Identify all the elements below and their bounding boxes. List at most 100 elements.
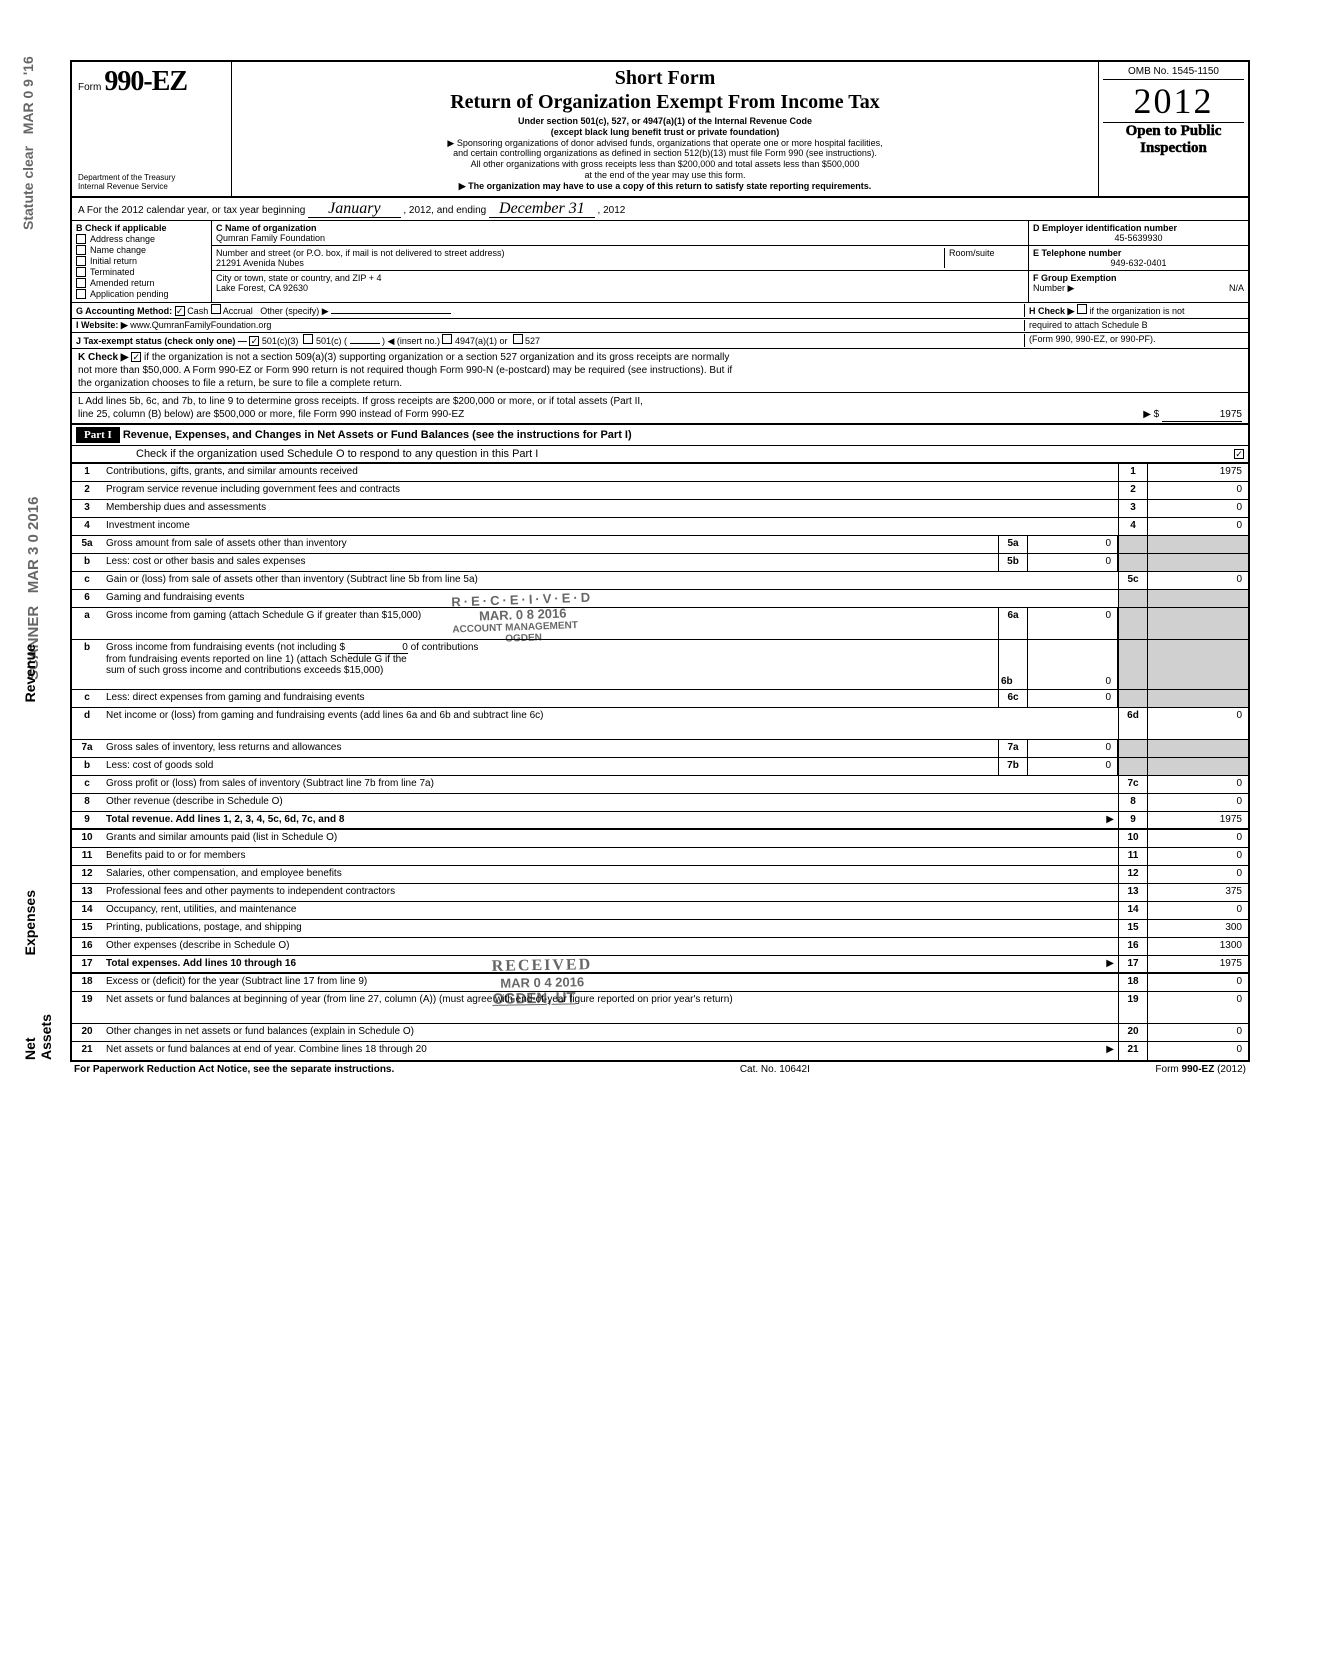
cb-part1[interactable]: ✓ xyxy=(1234,449,1244,459)
line-20-amt: 0 xyxy=(1148,1024,1248,1041)
line-6a-amt: 0 xyxy=(1028,608,1118,639)
revenue-section: Revenue 1 Contributions, gifts, grants, … xyxy=(72,464,1248,830)
k-label: K Check ▶ xyxy=(78,352,128,363)
h-label: H Check ▶ xyxy=(1029,306,1074,316)
line-11-amt: 0 xyxy=(1148,848,1248,865)
footer-left: For Paperwork Reduction Act Notice, see … xyxy=(74,1064,394,1075)
cb-501c[interactable] xyxy=(303,334,313,344)
cb-527[interactable] xyxy=(513,334,523,344)
part1-check-text: Check if the organization used Schedule … xyxy=(76,448,538,460)
line-6c: c Less: direct expenses from gaming and … xyxy=(72,690,1248,708)
sponsor3: All other organizations with gross recei… xyxy=(240,159,1090,170)
line-21: 21 Net assets or fund balances at end of… xyxy=(72,1042,1248,1060)
header-center: Short Form Return of Organization Exempt… xyxy=(232,62,1098,196)
line-6a: a Gross income from gaming (attach Sched… xyxy=(72,608,1248,640)
line-15: 15 Printing, publications, postage, and … xyxy=(72,920,1248,938)
d-label: D Employer identification number xyxy=(1033,223,1244,233)
open-public: Open to Public Inspection xyxy=(1103,123,1244,156)
part1-title: Revenue, Expenses, and Changes in Net As… xyxy=(123,429,632,441)
row-a-label: A For the 2012 calendar year, or tax yea… xyxy=(78,205,305,216)
line-5a-amt: 0 xyxy=(1028,536,1118,553)
i-label: I Website: ▶ xyxy=(76,320,128,330)
line-17-amt: 1975 xyxy=(1148,956,1248,972)
line-19-amt: 0 xyxy=(1148,992,1248,1023)
line-5c: c Gain or (loss) from sale of assets oth… xyxy=(72,572,1248,590)
e-label: E Telephone number xyxy=(1033,248,1244,258)
cb-name[interactable]: Name change xyxy=(76,245,207,255)
h-text2: required to attach Schedule B xyxy=(1024,320,1244,331)
line-6c-amt: 0 xyxy=(1028,690,1118,707)
cb-amended[interactable]: Amended return xyxy=(76,278,207,288)
open-public-1: Open to Public xyxy=(1103,123,1244,140)
row-a-year: , 2012 xyxy=(598,205,626,216)
col-b: B Check if applicable Address change Nam… xyxy=(72,221,212,302)
line-18: 18 Excess or (deficit) for the year (Sub… xyxy=(72,974,1248,992)
line-5a: 5a Gross amount from sale of assets othe… xyxy=(72,536,1248,554)
part1-check-row: Check if the organization used Schedule … xyxy=(72,446,1248,464)
row-a-mid: , 2012, and ending xyxy=(403,205,486,216)
website-value: www.QumranFamilyFoundation.org xyxy=(130,320,271,330)
line-12-amt: 0 xyxy=(1148,866,1248,883)
short-form-title: Short Form xyxy=(240,66,1090,90)
k-text2: not more than $50,000. A Form 990-EZ or … xyxy=(78,365,732,376)
line-8: 8 Other revenue (describe in Schedule O)… xyxy=(72,794,1248,812)
form-number: 990-EZ xyxy=(104,66,187,97)
state-req: ▶ The organization may have to use a cop… xyxy=(240,181,1090,192)
dept-info: Department of the Treasury Internal Reve… xyxy=(78,174,225,192)
end-date: December 31 xyxy=(489,200,595,218)
row-g: G Accounting Method: ✓ Cash Accrual Othe… xyxy=(72,303,1248,319)
row-j: J Tax-exempt status (check only one) — ✓… xyxy=(72,333,1248,349)
sponsor1: ▶ Sponsoring organizations of donor advi… xyxy=(240,138,1090,149)
line-5b: b Less: cost or other basis and sales ex… xyxy=(72,554,1248,572)
k-text3: the organization chooses to file a retur… xyxy=(78,378,402,389)
line-15-amt: 300 xyxy=(1148,920,1248,937)
line-7a-amt: 0 xyxy=(1028,740,1118,757)
line-12: 12 Salaries, other compensation, and emp… xyxy=(72,866,1248,884)
cb-terminated[interactable]: Terminated xyxy=(76,267,207,277)
l-amount: 1975 xyxy=(1162,408,1242,422)
dept-line2: Internal Revenue Service xyxy=(78,183,225,192)
revenue-label: Revenue xyxy=(22,644,38,702)
line-21-amt: 0 xyxy=(1148,1042,1248,1060)
return-title: Return of Organization Exempt From Incom… xyxy=(240,90,1090,114)
cb-address[interactable]: Address change xyxy=(76,234,207,244)
org-name: Qumran Family Foundation xyxy=(216,233,1024,243)
line-7c: c Gross profit or (loss) from sales of i… xyxy=(72,776,1248,794)
line-20: 20 Other changes in net assets or fund b… xyxy=(72,1024,1248,1042)
line-13-amt: 375 xyxy=(1148,884,1248,901)
line-19: 19 Net assets or fund balances at beginn… xyxy=(72,992,1248,1024)
line-9-amt: 1975 xyxy=(1148,812,1248,828)
header-left: Form 990-EZ Department of the Treasury I… xyxy=(72,62,232,196)
line-14: 14 Occupancy, rent, utilities, and maint… xyxy=(72,902,1248,920)
g-other: Other (specify) ▶ xyxy=(260,306,328,316)
city-value: Lake Forest, CA 92630 xyxy=(216,283,1024,293)
part1-header-row: Part I Revenue, Expenses, and Changes in… xyxy=(72,425,1248,446)
room-label: Room/suite xyxy=(949,248,1024,258)
street-label: Number and street (or P.O. box, if mail … xyxy=(216,248,944,258)
col-def: D Employer identification number 45-5639… xyxy=(1028,221,1248,302)
form-page: Form 990-EZ Department of the Treasury I… xyxy=(70,60,1250,1062)
footer-right: Form 990-EZ (2012) xyxy=(1155,1064,1246,1075)
row-a: A For the 2012 calendar year, or tax yea… xyxy=(72,198,1248,221)
cb-4947[interactable] xyxy=(442,334,452,344)
line-2-amt: 0 xyxy=(1148,482,1248,499)
line-1-amt: 1975 xyxy=(1148,464,1248,481)
open-public-2: Inspection xyxy=(1103,140,1244,157)
net-assets-label: Net Assets xyxy=(22,1004,54,1060)
cb-501c3[interactable]: ✓ xyxy=(249,336,259,346)
cb-pending[interactable]: Application pending xyxy=(76,289,207,299)
city-label: City or town, state or country, and ZIP … xyxy=(216,273,1024,283)
cb-accrual[interactable] xyxy=(211,304,221,314)
line-10-amt: 0 xyxy=(1148,830,1248,847)
subtitle2: (except black lung benefit trust or priv… xyxy=(240,127,1090,138)
cb-initial[interactable]: Initial return xyxy=(76,256,207,266)
section-b: B Check if applicable Address change Nam… xyxy=(72,221,1248,303)
header: Form 990-EZ Department of the Treasury I… xyxy=(72,62,1248,198)
e-section: E Telephone number 949-632-0401 xyxy=(1029,246,1248,271)
line-1: 1 Contributions, gifts, grants, and simi… xyxy=(72,464,1248,482)
cb-h[interactable] xyxy=(1077,304,1087,314)
cb-cash[interactable]: ✓ xyxy=(175,306,185,316)
stamp-statute: Statute clear MAR 0 9 '16 xyxy=(20,56,36,230)
phone-value: 949-632-0401 xyxy=(1033,258,1244,268)
cb-k[interactable]: ✓ xyxy=(131,352,141,362)
